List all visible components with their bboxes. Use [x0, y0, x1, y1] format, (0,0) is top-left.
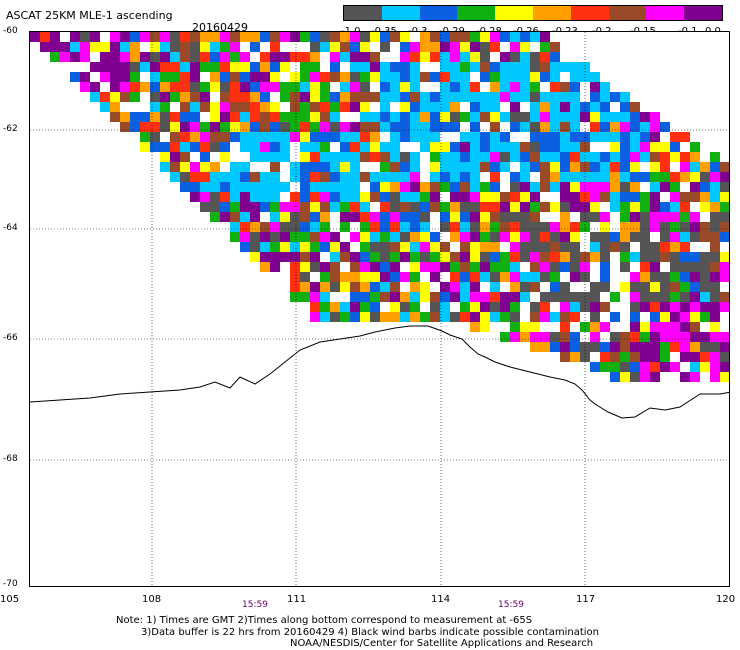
lat-label: -64 [3, 223, 18, 233]
colorbar-swatch [684, 6, 722, 20]
lat-label: -62 [3, 124, 18, 134]
lon-label: 114 [431, 594, 451, 605]
map-svg [30, 32, 729, 586]
colorbar-swatch [495, 6, 533, 20]
credit-line: NOAA/NESDIS/Center for Satellite Applica… [290, 638, 594, 649]
time-label: 15:59 [242, 600, 268, 610]
colorbar-swatch [570, 6, 609, 20]
colorbar [343, 5, 723, 21]
lon-label: 111 [287, 594, 307, 605]
lon-label: 120 [716, 594, 736, 605]
antarctic-coastline [30, 325, 729, 419]
lon-label: 108 [142, 594, 162, 605]
map-plot-area[interactable] [29, 31, 730, 587]
map-title: ASCAT 25KM MLE-1 ascending [6, 9, 173, 22]
lon-label: 117 [576, 594, 596, 605]
lat-label: -70 [3, 579, 18, 589]
lon-label: 105 [0, 594, 20, 605]
lat-label: -66 [3, 333, 18, 343]
colorbar-swatch [419, 6, 458, 20]
colorbar-swatch [646, 6, 685, 20]
colorbar-swatch [608, 6, 647, 20]
map-date: 20160429 [192, 21, 248, 34]
lat-label: -68 [3, 454, 18, 464]
footnote-line-1: Note: 1) Times are GMT 2)Times along bot… [116, 615, 533, 626]
lat-label: -60 [3, 26, 18, 36]
colorbar-swatch [532, 6, 571, 20]
data-swath [30, 32, 729, 382]
footnote-line-2: 3)Data buffer is 22 hrs from 20160429 4)… [141, 627, 599, 638]
colorbar-swatch [344, 6, 382, 20]
time-label: 15:59 [498, 600, 524, 610]
colorbar-swatch [457, 6, 496, 20]
colorbar-swatch [381, 6, 420, 20]
